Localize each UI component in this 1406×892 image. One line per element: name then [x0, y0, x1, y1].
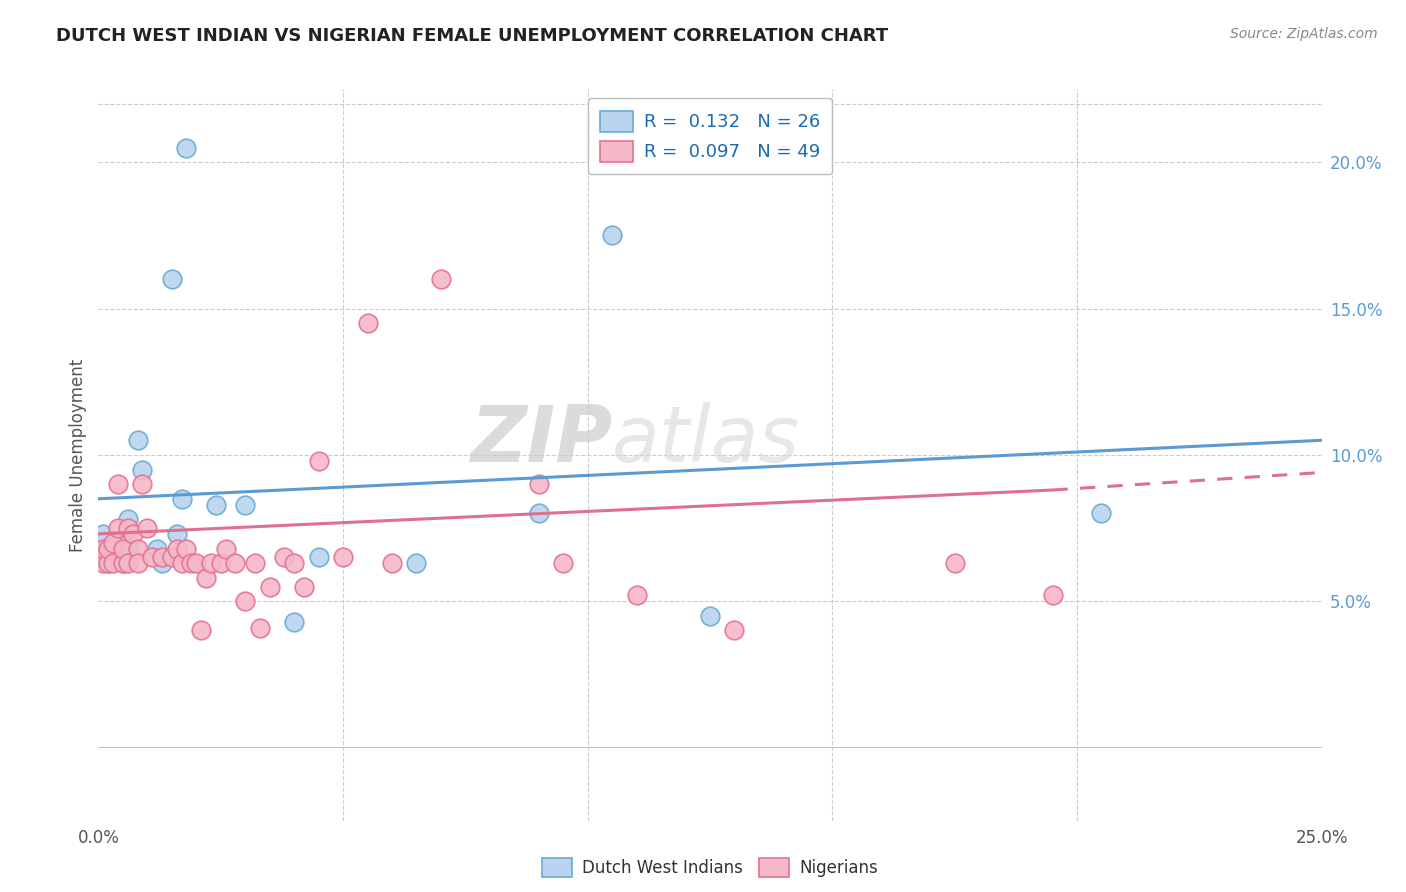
Point [292, 580, 315, 594]
Text: atlas: atlas [612, 402, 800, 478]
Point [91, 541, 114, 556]
Point [97, 556, 120, 570]
Point [160, 272, 183, 286]
Point [214, 541, 236, 556]
Point [308, 454, 330, 468]
Point [381, 556, 404, 570]
Point [131, 477, 153, 491]
Point [170, 491, 193, 506]
Point [91, 527, 114, 541]
Point [160, 550, 183, 565]
Point [127, 541, 149, 556]
Point [131, 462, 153, 476]
Point [121, 527, 143, 541]
Point [97, 541, 120, 556]
Point [117, 541, 139, 556]
Point [107, 521, 129, 535]
Point [170, 556, 193, 570]
Point [308, 550, 330, 565]
Point [111, 556, 134, 570]
Point [111, 556, 134, 570]
Point [127, 556, 149, 570]
Point [141, 550, 163, 565]
Point [249, 621, 271, 635]
Point [101, 535, 124, 549]
Point [224, 556, 246, 570]
Point [117, 556, 139, 570]
Text: DUTCH WEST INDIAN VS NIGERIAN FEMALE UNEMPLOYMENT CORRELATION CHART: DUTCH WEST INDIAN VS NIGERIAN FEMALE UNE… [56, 27, 889, 45]
Point [127, 434, 149, 448]
Point [111, 533, 134, 547]
Point [146, 541, 169, 556]
Point [117, 521, 139, 535]
Point [190, 624, 212, 638]
Point [233, 594, 256, 608]
Point [283, 556, 305, 570]
Point [176, 541, 198, 556]
Point [553, 556, 575, 570]
Point [243, 556, 266, 570]
Point [150, 556, 173, 570]
Point [259, 580, 281, 594]
Point [527, 477, 550, 491]
Point [180, 556, 202, 570]
Point [136, 521, 159, 535]
Point [356, 316, 378, 330]
Point [195, 571, 218, 585]
Point [283, 615, 305, 629]
Point [405, 556, 427, 570]
Text: Source: ZipAtlas.com: Source: ZipAtlas.com [1230, 27, 1378, 41]
Point [209, 556, 232, 570]
Point [186, 556, 208, 570]
Point [176, 141, 198, 155]
Point [166, 527, 188, 541]
Point [233, 498, 256, 512]
Legend: Dutch West Indians, Nigerians: Dutch West Indians, Nigerians [533, 849, 887, 886]
Point [166, 541, 188, 556]
Point [91, 556, 114, 570]
Point [101, 550, 124, 565]
Point [527, 507, 550, 521]
Point [273, 550, 295, 565]
Point [943, 556, 966, 570]
Point [699, 608, 721, 623]
Y-axis label: Female Unemployment: Female Unemployment [69, 359, 87, 551]
Point [626, 588, 648, 602]
Point [600, 228, 623, 243]
Point [1090, 507, 1112, 521]
Point [723, 624, 745, 638]
Point [200, 556, 222, 570]
Point [107, 477, 129, 491]
Point [117, 512, 139, 526]
Text: ZIP: ZIP [470, 402, 612, 478]
Point [205, 498, 228, 512]
Point [107, 541, 129, 556]
Point [101, 556, 124, 570]
Point [150, 550, 173, 565]
Point [430, 272, 453, 286]
Point [1042, 588, 1064, 602]
Point [97, 541, 120, 556]
Point [97, 556, 120, 570]
Point [111, 541, 134, 556]
Point [332, 550, 354, 565]
